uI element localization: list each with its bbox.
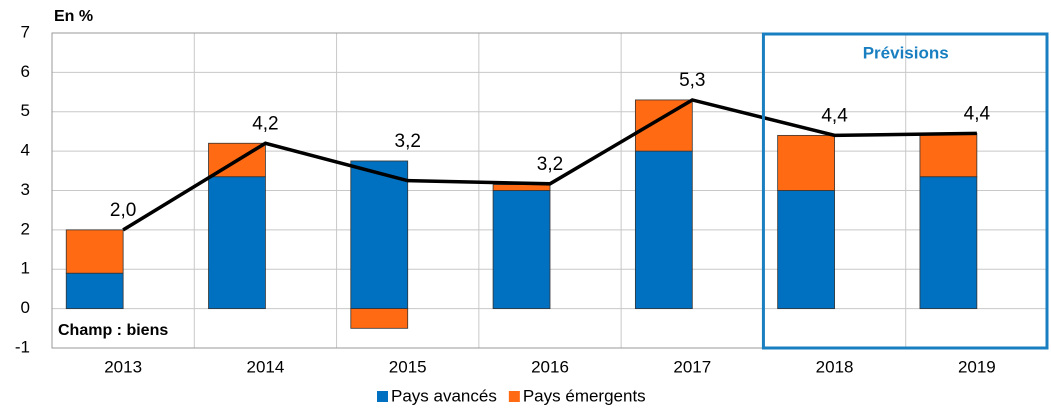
x-tick-label: 2016	[531, 357, 569, 376]
y-tick-label: -1	[15, 337, 30, 356]
bar	[208, 176, 266, 310]
x-tick-label: 2018	[816, 357, 854, 376]
y-tick-label: 0	[21, 298, 30, 317]
x-tick-label: 2017	[673, 357, 711, 376]
data-label: 3,2	[395, 131, 421, 152]
y-tick-label: 7	[21, 22, 30, 41]
legend-label: Pays avancés	[391, 386, 497, 405]
bar	[350, 308, 409, 329]
data-label: 2,0	[110, 200, 136, 221]
data-label: 3,2	[537, 154, 563, 175]
data-label: 4,2	[252, 113, 278, 134]
y-tick-label: 2	[21, 219, 30, 238]
bar	[919, 133, 978, 178]
bar	[492, 190, 551, 310]
bar	[919, 176, 978, 310]
y-tick-label: 6	[21, 62, 30, 81]
bar	[777, 134, 835, 191]
x-tick-label: 2014	[247, 357, 285, 376]
legend-swatch	[508, 391, 520, 402]
bar	[65, 229, 124, 274]
y-tick-label: 5	[21, 101, 30, 120]
x-tick-label: 2013	[104, 357, 142, 376]
bar	[65, 272, 124, 310]
y-tick-label: 1	[21, 259, 30, 278]
bar	[350, 160, 409, 310]
bar	[634, 150, 693, 310]
forecast-box	[761, 32, 1049, 350]
bar	[634, 99, 693, 152]
data-label: 4,4	[964, 103, 991, 124]
bar	[492, 184, 551, 191]
total-line	[122, 98, 977, 232]
x-tick-label: 2015	[389, 357, 427, 376]
x-tick-label: 2019	[958, 357, 996, 376]
bar	[777, 190, 835, 310]
legend-label: Pays émergents	[523, 386, 646, 405]
data-label: 5,3	[679, 70, 705, 91]
data-label: 4,4	[821, 105, 848, 126]
forecast-label: Prévisions	[863, 43, 949, 62]
legend-swatch	[377, 391, 388, 402]
y-tick-label: 3	[21, 180, 30, 199]
y-tick-label: 4	[21, 141, 30, 160]
scope-label: Champ : biens	[58, 322, 168, 339]
unit-label: En %	[54, 8, 93, 25]
